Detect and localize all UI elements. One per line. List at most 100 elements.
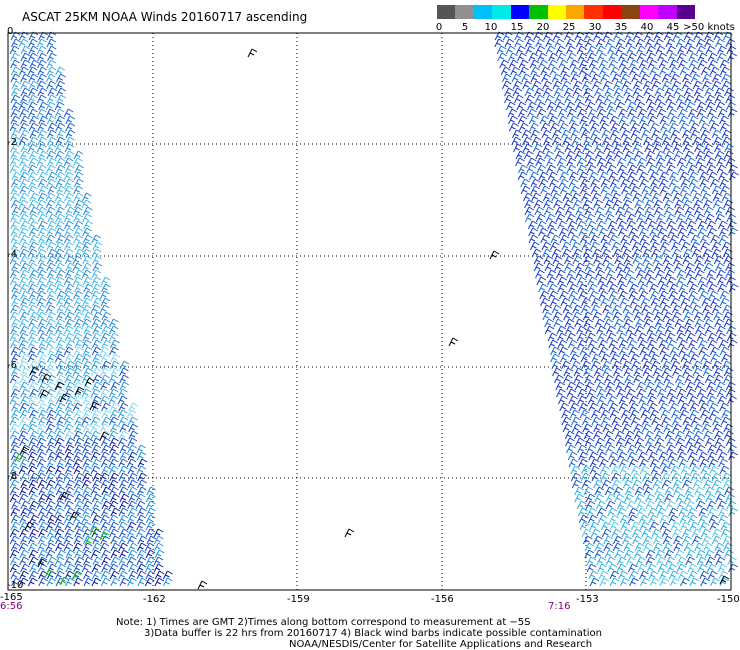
wind-barb — [552, 136, 562, 146]
wind-barb — [589, 521, 600, 531]
wind-barb — [560, 297, 571, 307]
wind-barb — [576, 164, 587, 174]
wind-barb — [540, 297, 550, 307]
wind-barb — [655, 45, 666, 55]
wind-barb — [46, 577, 57, 587]
wind-barb — [725, 94, 736, 104]
wind-barb — [64, 430, 75, 440]
wind-barb — [46, 45, 57, 55]
wind-barb — [82, 346, 93, 356]
wind-barb — [634, 486, 645, 496]
wind-barb — [29, 115, 39, 125]
wind-barb — [630, 416, 641, 426]
wind-barb — [73, 192, 84, 202]
wind-barb — [608, 451, 618, 461]
wind-barb — [723, 199, 733, 209]
wind-barb — [668, 290, 679, 300]
wind-barb — [92, 542, 102, 552]
wind-barb — [694, 143, 704, 153]
wind-barb — [64, 353, 75, 363]
wind-barb — [604, 549, 615, 559]
wind-barb — [27, 577, 38, 587]
wind-barb — [684, 374, 695, 384]
wind-barb — [524, 150, 534, 160]
wind-barb — [591, 73, 601, 83]
wind-barb — [628, 227, 639, 237]
wind-barb — [607, 45, 617, 55]
time-left: 6:56 — [0, 601, 23, 612]
wind-barb — [590, 185, 601, 195]
wind-barb — [27, 66, 38, 76]
wind-barb — [598, 346, 609, 356]
wind-barb — [119, 360, 130, 370]
wind-barb — [20, 241, 30, 251]
wind-barb — [27, 262, 38, 272]
wind-barb — [636, 500, 646, 510]
wind-barb — [642, 192, 652, 202]
wind-barb — [82, 507, 93, 517]
wind-barb — [64, 332, 75, 342]
wind-barb — [650, 178, 660, 188]
wind-barb — [573, 374, 584, 384]
wind-barb — [29, 430, 40, 440]
wind-barb — [577, 507, 588, 517]
wind-barb — [598, 402, 609, 412]
wind-barb — [46, 507, 56, 517]
wind-barb — [616, 157, 627, 167]
wind-barb — [657, 563, 668, 573]
wind-barb — [677, 45, 687, 55]
wind-barb — [609, 514, 619, 524]
wind-barb — [74, 269, 84, 279]
wind-barb — [37, 346, 47, 356]
wind-barb — [99, 542, 110, 552]
wind-barb — [716, 332, 727, 342]
note-line-3: NOAA/NESDIS/Center for Satellite Applica… — [289, 639, 593, 650]
wind-barb — [28, 297, 39, 307]
wind-barb — [658, 290, 669, 300]
legend-swatch — [602, 5, 622, 19]
wind-barb — [99, 423, 110, 433]
wind-barb — [91, 346, 102, 356]
wind-barb — [28, 241, 39, 251]
wind-barb — [64, 409, 74, 419]
wind-barb — [84, 536, 95, 546]
wind-barb — [727, 220, 737, 230]
wind-barb — [687, 444, 697, 454]
wind-barb — [448, 337, 459, 347]
wind-barb — [542, 311, 553, 321]
wind-barb — [579, 122, 590, 132]
wind-barb — [108, 388, 119, 398]
wind-barb — [91, 395, 102, 405]
wind-barb — [710, 353, 721, 363]
wind-barb — [118, 465, 129, 475]
wind-barb — [557, 115, 568, 125]
wind-barb — [621, 80, 632, 90]
wind-barb — [727, 52, 738, 62]
wind-barb — [74, 353, 84, 363]
wind-barb — [56, 129, 67, 139]
wind-barb — [697, 227, 708, 237]
wind-barb — [608, 171, 619, 181]
wind-barb — [674, 549, 685, 559]
wind-barb — [128, 430, 139, 440]
wind-barb — [652, 255, 663, 265]
wind-barb — [36, 143, 47, 153]
wind-barb — [581, 416, 592, 426]
wind-barb — [706, 157, 716, 167]
wind-barb — [576, 157, 587, 167]
wind-barb — [73, 430, 83, 440]
y-label-10: -10 — [7, 580, 24, 591]
wind-barb — [72, 262, 83, 272]
wind-barb — [637, 451, 648, 461]
wind-barb — [645, 549, 656, 559]
wind-barb — [692, 80, 703, 90]
wind-barb — [618, 346, 629, 356]
legend-label: 35 — [614, 22, 628, 33]
wind-barb — [727, 556, 737, 566]
wind-barb — [92, 479, 102, 489]
wind-barb — [10, 437, 21, 447]
wind-barb — [675, 381, 685, 391]
wind-barb — [657, 276, 668, 286]
wind-barb — [613, 87, 624, 97]
wind-barb — [9, 332, 20, 342]
